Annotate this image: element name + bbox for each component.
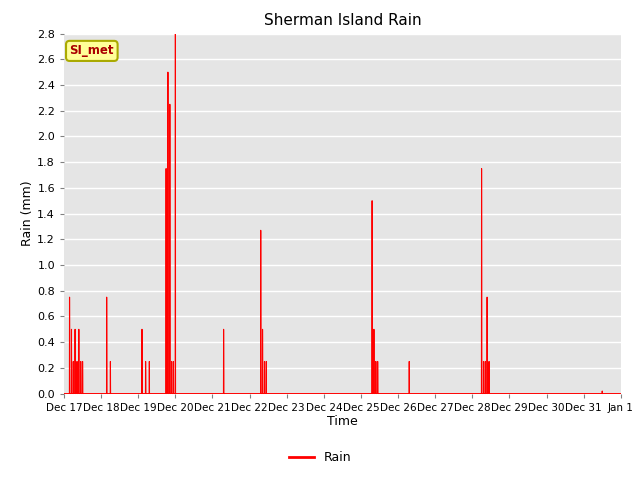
Y-axis label: Rain (mm): Rain (mm) xyxy=(21,181,35,246)
Legend: Rain: Rain xyxy=(284,446,356,469)
Text: SI_met: SI_met xyxy=(70,44,114,58)
Title: Sherman Island Rain: Sherman Island Rain xyxy=(264,13,421,28)
X-axis label: Time: Time xyxy=(327,415,358,429)
